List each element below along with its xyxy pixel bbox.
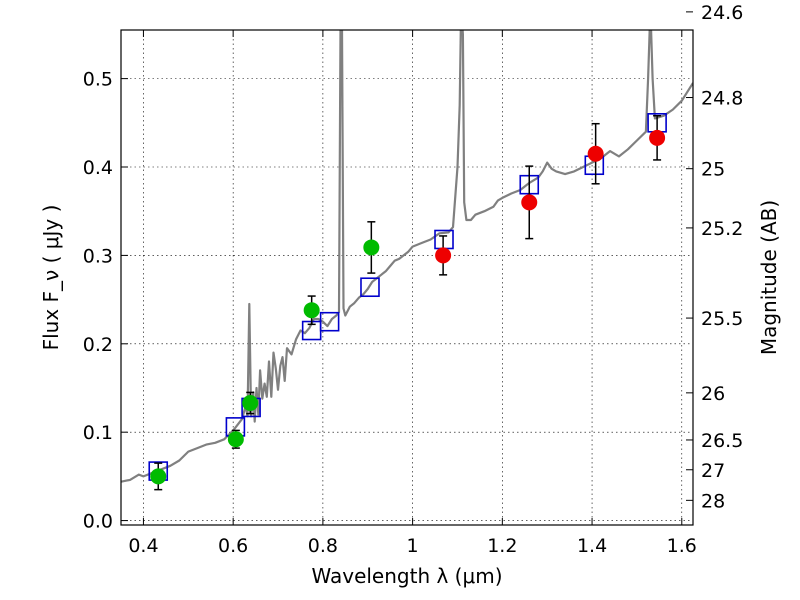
y-axis-label: Flux F_ν ( μJy ) [39,205,63,351]
right-tick-label: 24.8 [701,88,743,110]
optical-point [227,431,244,448]
right-tick-label: 26.5 [701,430,743,452]
right-tick-label: 25.2 [701,218,743,240]
observation-group [150,129,666,485]
right-tick-label: 25.5 [701,308,743,330]
model-photometry-square [319,311,340,332]
right-tick-label: 26 [701,383,725,405]
tick-labels: 0.4 0.6 0.8 1 1.2 1.4 1.6 0.0 0.1 0.2 0.3 0.4 0.5 24.… [83,2,744,557]
y-tick-label: 0.5 [83,69,113,91]
model-sed-line [121,30,693,483]
x-tick-label: 1.2 [487,535,517,557]
optical-point [150,468,167,485]
x-tick-label: 0.6 [218,535,248,557]
x-axis-label: Wavelength λ (μm) [311,564,502,588]
x-tick-label: 0.4 [128,535,158,557]
y-tick-label: 0.4 [83,157,113,179]
grid [121,30,693,525]
optical-point [303,302,320,319]
right-tick-label: 28 [701,490,725,512]
y-tick-label: 0.2 [83,334,113,356]
x-tick-label: 1 [407,535,419,557]
x-tick-label: 0.8 [308,535,338,557]
y-tick-label: 0.3 [83,245,113,267]
model-sed-line-group [121,30,693,483]
axis-ticks [121,11,693,525]
y-tick-label: 0.0 [83,511,113,533]
right-tick-label: 27 [701,460,725,482]
right-tick-label: 24.6 [701,2,743,24]
right-axis-label: Magnitude (AB) [757,200,781,355]
x-tick-label: 1.6 [667,535,697,557]
nir-point [435,247,452,264]
nir-point [521,194,538,211]
y-tick-label: 0.1 [83,422,113,444]
x-tick-label: 1.4 [577,535,607,557]
optical-point [242,395,259,412]
nir-point [587,145,604,162]
nir-point [649,129,666,146]
optical-point [363,239,380,256]
plot-data [121,30,693,491]
plot-frame [120,29,694,526]
model-photometry-square [360,277,380,298]
model-photometry-group [148,113,667,481]
right-tick-label: 25 [701,159,725,181]
